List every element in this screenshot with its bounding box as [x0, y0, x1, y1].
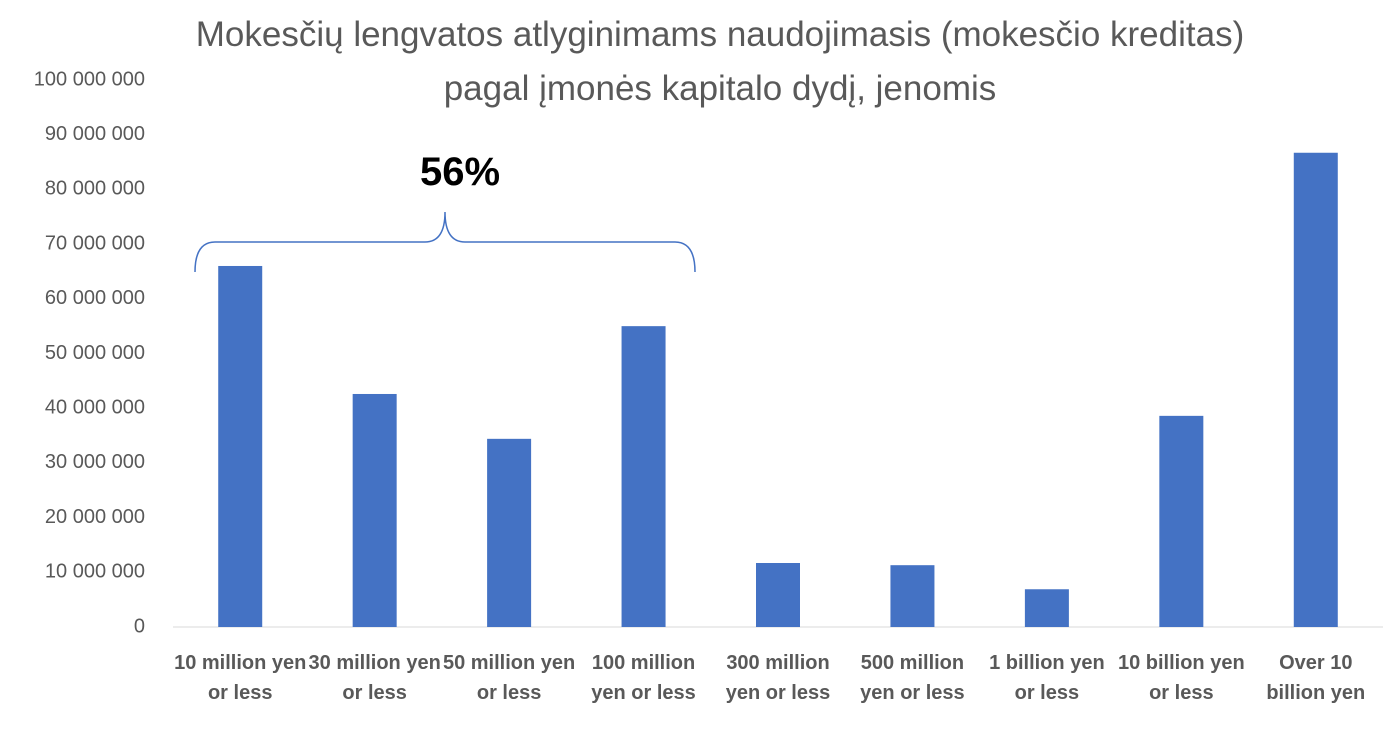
y-tick-label: 20 000 000: [45, 506, 145, 528]
bar: [1024, 589, 1069, 627]
brace: [194, 211, 696, 273]
x-tick-label: 500 million yen or less: [860, 652, 965, 704]
bar: [890, 565, 935, 627]
annotation: 56%: [419, 150, 501, 194]
x-tick-label: 1 billion yen or less: [989, 652, 1105, 704]
bar: [621, 326, 666, 627]
y-tick-label: 30 000 000: [45, 451, 145, 473]
y-tick-label: 100 000 000: [34, 68, 145, 90]
y-tick-label: 10 000 000: [45, 561, 145, 583]
y-tick-label: 60 000 000: [45, 287, 145, 309]
y-tick-label: 40 000 000: [45, 396, 145, 418]
x-tick-label: 10 billion yen or less: [1117, 652, 1245, 704]
x-tick-label: 300 million yen or less: [725, 652, 831, 704]
x-tick-label: Over 10 billion yen: [1266, 652, 1366, 704]
y-tick-label: 90 000 000: [45, 123, 145, 145]
chart-title: Mokesčių lengvatos atlyginimams naudojim…: [195, 15, 1245, 108]
bar: [1159, 415, 1204, 627]
bar: [756, 563, 800, 627]
bar: [487, 438, 532, 627]
y-tick-label: 50 000 000: [45, 342, 145, 364]
y-tick-label: 70 000 000: [45, 232, 145, 254]
bar: [352, 393, 397, 627]
y-tick-label: 0: [134, 615, 145, 637]
x-tick-label: 50 million yen or less: [442, 652, 576, 704]
bar: [1293, 152, 1338, 627]
bar: [218, 265, 263, 627]
x-tick-label: 100 million yen or less: [591, 652, 696, 704]
x-tick-label: 10 million yen or less: [174, 652, 307, 704]
x-tick-label: 30 million yen or less: [308, 652, 441, 704]
y-tick-label: 80 000 000: [45, 178, 145, 200]
